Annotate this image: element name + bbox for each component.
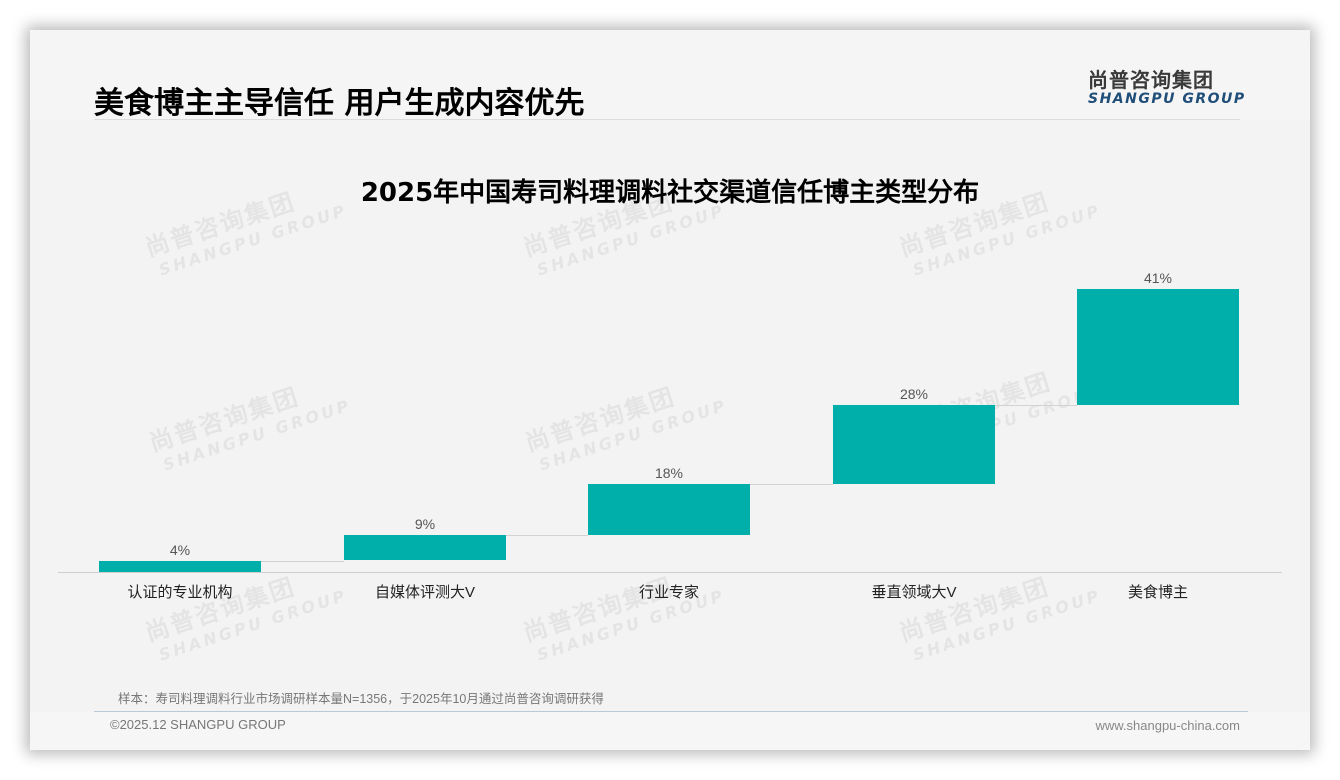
website-link[interactable]: www.shangpu-china.com [1095, 718, 1240, 733]
bar [344, 535, 506, 560]
bar [1077, 289, 1239, 405]
logo-cn-text: 尚普咨询集团 [1088, 68, 1214, 92]
x-axis-category-label: 行业专家 [638, 584, 699, 601]
copyright-text: ©2025.12 SHANGPU GROUP [110, 717, 286, 732]
waterfall-connector [750, 484, 833, 485]
waterfall-connector [995, 405, 1077, 406]
company-logo: 尚普咨询集团 SHANGPU GROUP [1088, 64, 1246, 107]
x-axis-category-label: 美食博主 [1127, 584, 1188, 601]
x-axis-line [58, 572, 1282, 573]
slide-header [30, 30, 1310, 120]
x-axis-category-label: 自媒体评测大V [374, 584, 475, 601]
slide: 美食博主主导信任 用户生成内容优先 尚普咨询集团 SHANGPU GROUP 尚… [30, 30, 1310, 750]
bar-value-label: 4% [169, 542, 191, 558]
header-divider [94, 119, 1240, 120]
page-title: 美食博主主导信任 用户生成内容优先 [94, 86, 585, 121]
bar-value-label: 9% [414, 516, 436, 532]
waterfall-connector [506, 535, 588, 536]
bar [99, 561, 261, 572]
bar [833, 405, 995, 484]
bar [588, 484, 750, 535]
x-axis-category-label: 垂直领域大V [871, 584, 957, 601]
footer-bar [30, 712, 1310, 750]
bar-value-label: 41% [1143, 270, 1173, 286]
bar-value-label: 18% [654, 465, 684, 481]
x-axis-category-label: 认证的专业机构 [127, 584, 233, 601]
footer-divider [94, 711, 1248, 712]
waterfall-chart: 4% 认证的专业机构 9% 自媒体评测大V 18% 行业专家 28% 垂直领域大V 41% 美食博… [30, 30, 1310, 750]
waterfall-connector [261, 561, 344, 562]
logo-en-text: SHANGPU GROUP [1088, 91, 1246, 107]
bar-value-label: 28% [899, 386, 929, 402]
sample-footnote: 样本：寿司料理调料行业市场调研样本量N=1356，于2025年10月通过尚普咨询… [118, 692, 604, 706]
chart-title: 2025年中国寿司料理调料社交渠道信任博主类型分布 [360, 178, 980, 208]
